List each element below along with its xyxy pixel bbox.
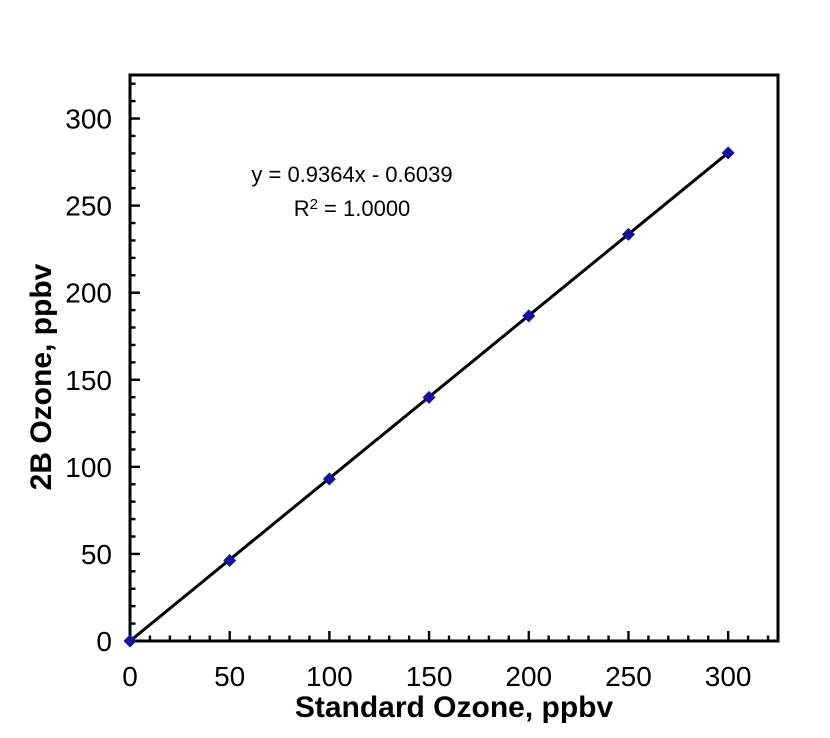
data-point-marker xyxy=(422,390,436,404)
x-tick-label: 250 xyxy=(605,661,652,692)
x-axis-title: Standard Ozone, ppbv xyxy=(294,691,614,724)
y-tick-label: 200 xyxy=(65,278,112,309)
x-tick-label: 0 xyxy=(122,661,138,692)
y-tick-label: 0 xyxy=(96,626,112,657)
plot-border xyxy=(128,73,780,643)
y-tick-label: 100 xyxy=(65,452,112,483)
x-tick-label: 50 xyxy=(214,661,245,692)
data-point-marker xyxy=(721,146,735,160)
x-tick-label: 100 xyxy=(306,661,353,692)
x-tick-label: 300 xyxy=(705,661,752,692)
y-tick-label: 300 xyxy=(65,104,112,135)
y-tick-label: 250 xyxy=(65,191,112,222)
data-point-marker xyxy=(522,309,536,323)
y-axis-title: 2B Ozone, ppbv xyxy=(25,263,58,491)
r-squared-rest: = 1.0000 xyxy=(317,196,411,221)
data-point-marker xyxy=(223,554,237,568)
data-point-marker xyxy=(322,472,336,486)
y-tick-label: 150 xyxy=(65,365,112,396)
r-squared-exponent: 2 xyxy=(309,196,318,213)
data-point-marker xyxy=(123,634,137,648)
y-tick-label: 50 xyxy=(81,539,112,570)
data-point-marker xyxy=(621,227,635,241)
x-tick-label: 150 xyxy=(406,661,453,692)
x-tick-label: 200 xyxy=(505,661,552,692)
r-squared-base: R xyxy=(293,196,310,221)
trendline-annotation: y = 0.9364x - 0.6039 R2 = 1.0000 xyxy=(232,160,472,224)
r-squared-value: R2 = 1.0000 xyxy=(232,190,472,224)
trendline-equation: y = 0.9364x - 0.6039 xyxy=(251,162,453,187)
